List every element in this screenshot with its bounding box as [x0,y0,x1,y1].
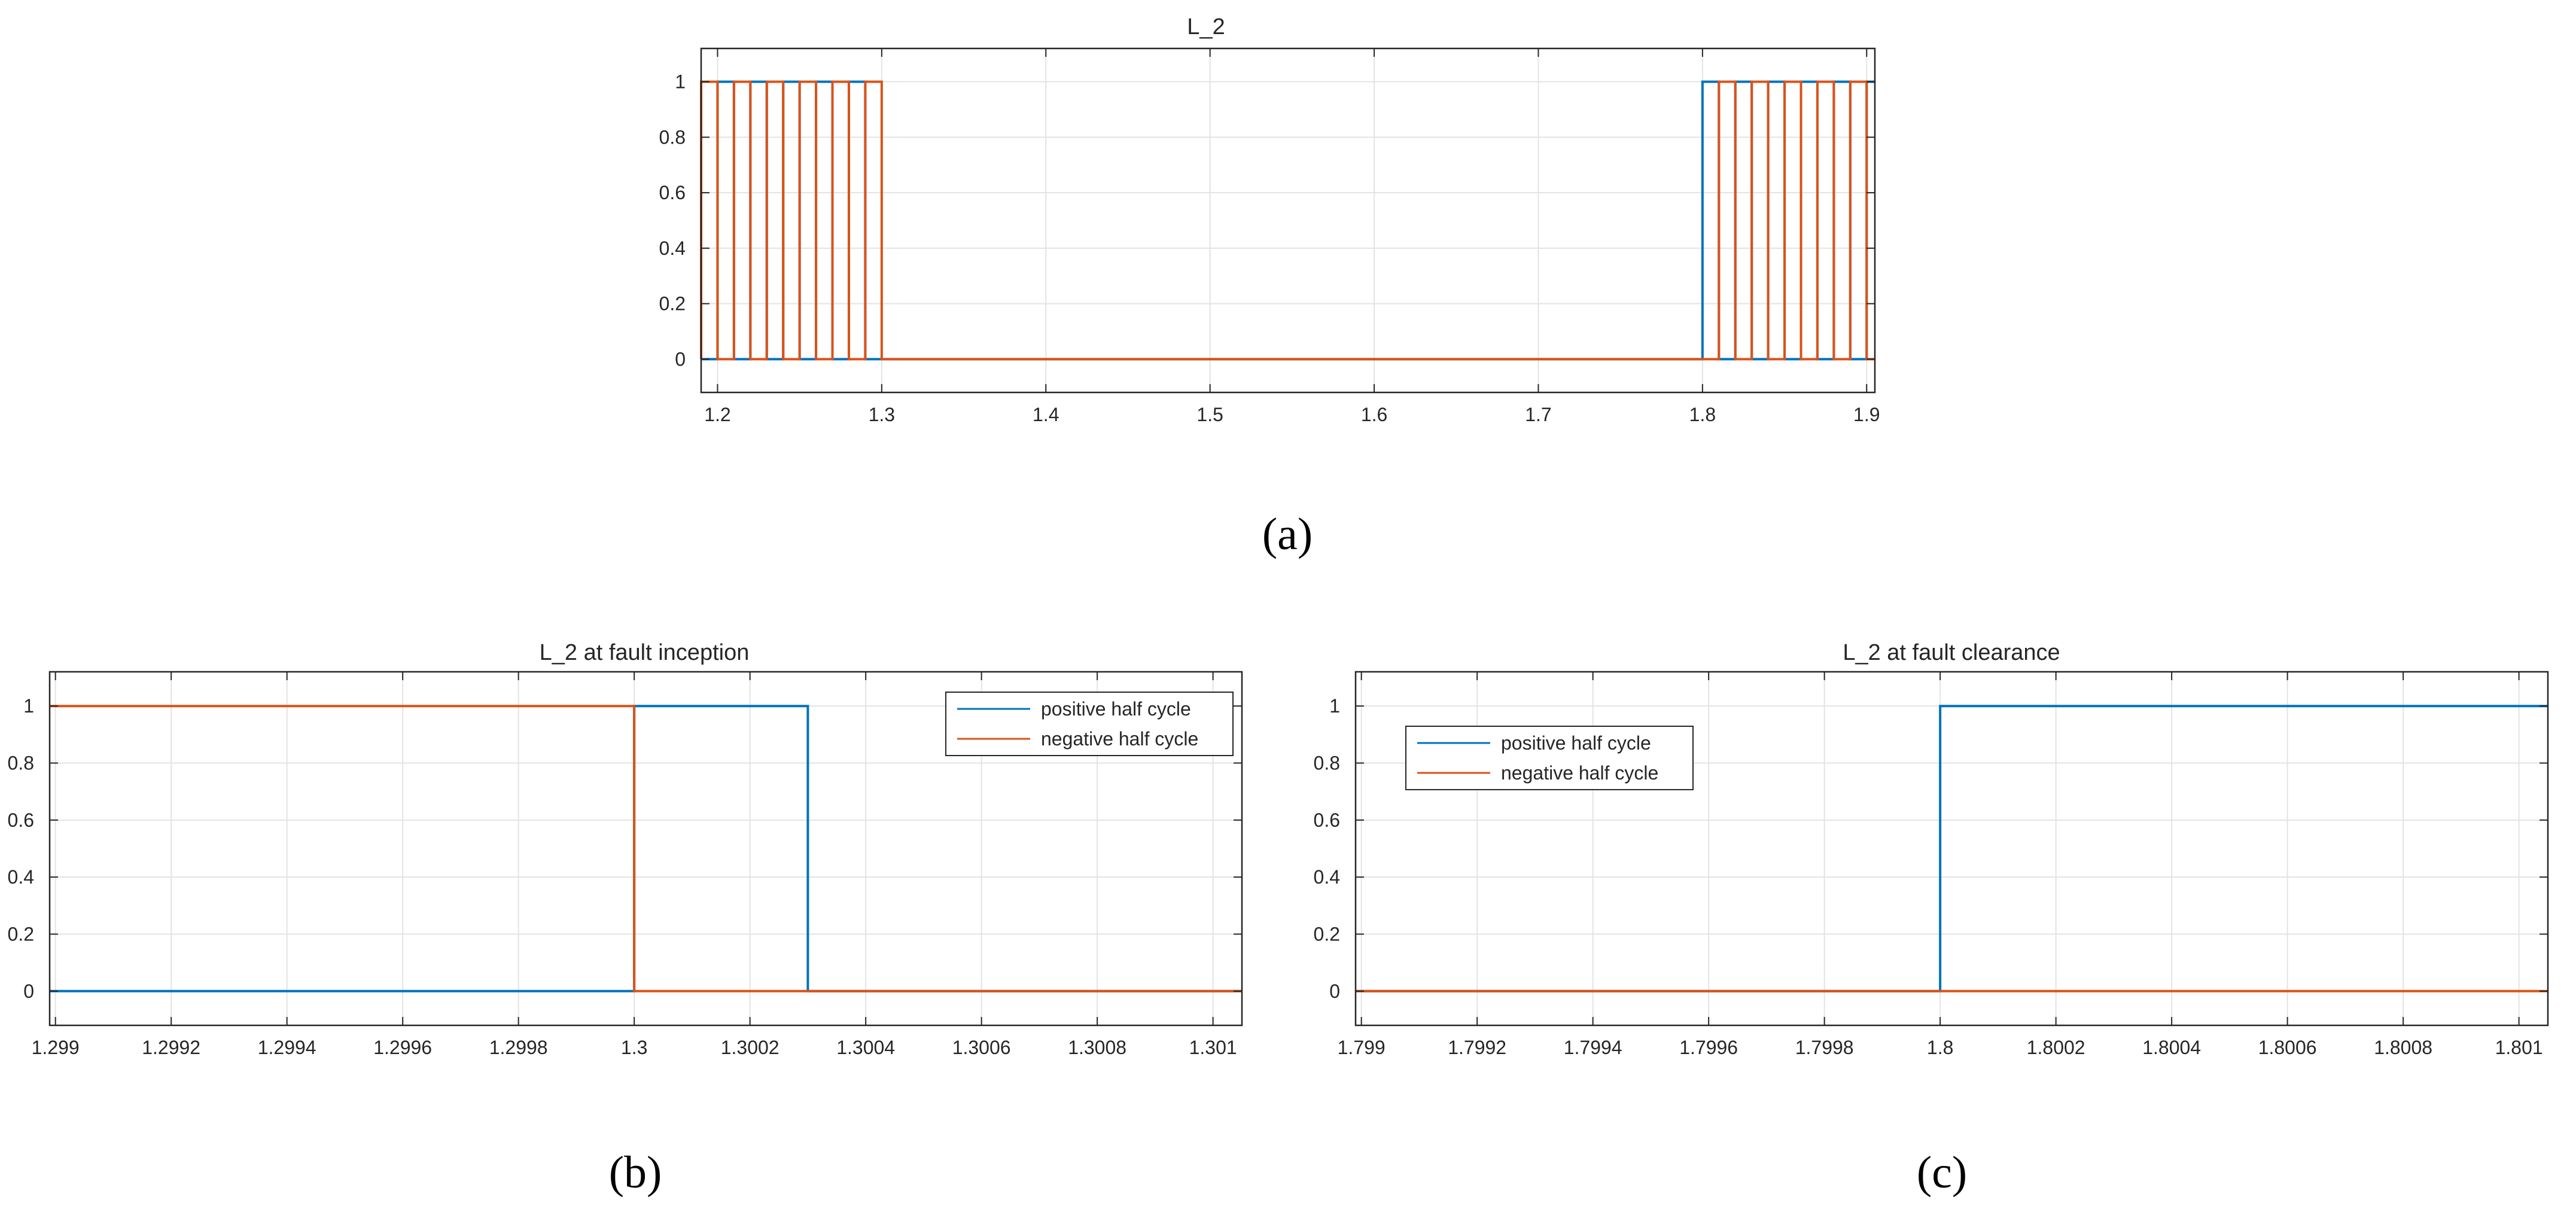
panel-b-xtick-label: 1.3006 [952,1037,1011,1058]
panel-c-axes-box [1354,671,2549,1027]
panel-a-ytick-label: 0.2 [659,293,686,315]
panel-b-grid [50,672,1242,1025]
panel-b-ytick-label: 0.2 [8,923,34,945]
panel-a-ytick-label: 0.4 [659,237,686,259]
panel-b-ytick-label: 0 [23,980,34,1002]
panel-a-ytick-label: 0 [675,348,686,370]
panel-a-ytick-label: 0.6 [659,182,686,203]
panel-c-caption: (c) [1917,1147,1967,1198]
panel-b-xtick-label: 1.299 [32,1037,80,1058]
panel-b-xtick-label: 1.3 [621,1037,647,1058]
panel-b-ytick-label: 0.4 [8,866,34,888]
panel-c-xtick-label: 1.7992 [1448,1037,1506,1058]
panel-c-ytick-label: 0.4 [1314,866,1340,888]
panel-a-xtick-label: 1.9 [1853,404,1880,425]
panel-c-legend-box [1405,726,1694,790]
panel-b-series-negative [50,705,1242,992]
panel-a-xtick-label: 1.3 [869,404,895,425]
panel-b-xtick-label: 1.3004 [836,1037,895,1058]
panel-c-xtick-label: 1.8002 [2027,1037,2085,1058]
panel-c-legend: positive half cycle negative half cycle [1405,726,1694,790]
panel-b-xtick-label: 1.301 [1189,1037,1237,1058]
panel-b-xtick-label: 1.2998 [489,1037,548,1058]
panel-a-caption: (a) [1262,509,1313,559]
panel-c-ytick-label: 0 [1329,980,1340,1002]
panel-b-xtick-label: 1.3002 [721,1037,780,1058]
panel-b: L_2 at fault inception 1.299 1.2992 1.2994… [8,640,1243,1198]
panel-a-series [700,80,1875,361]
panel-b-legend-box [945,692,1234,756]
panel-b-series [50,705,1242,992]
panel-c-ytick-label: 0.8 [1314,753,1340,774]
panel-c-legend-positive-label: positive half cycle [1501,732,1651,754]
panel-a-ytick-label: 1 [675,71,686,93]
panel-b-axes-box [48,671,1243,1027]
panel-b-ticks: 1.299 1.2992 1.2994 1.2996 1.2998 1.3 1.3002 1.… [8,672,1242,1058]
panel-c-xtick-label: 1.8008 [2374,1037,2432,1058]
panel-a-xtick-label: 1.6 [1361,404,1387,425]
panel-a: L_2 1.2 1.3 1.4 1.5 1.6 1.7 1.8 1.9 0 0.2 0.4 0.6 0.… [659,14,1880,559]
panel-a-xtick-label: 1.7 [1525,404,1551,425]
panel-b-xtick-label: 1.2994 [258,1037,316,1058]
panel-c-ytick-label: 0.6 [1314,809,1340,831]
panel-c-legend-negative-label: negative half cycle [1501,762,1658,784]
panel-b-ytick-label: 1 [23,695,34,717]
panel-c-title: L_2 at fault clearance [1843,640,2060,665]
panel-b-xtick-label: 1.2996 [373,1037,432,1058]
panel-c-series [1356,705,2548,992]
panel-a-ytick-label: 0.8 [659,126,686,148]
panel-b-ytick-label: 0.8 [8,753,34,774]
panel-a-xtick-label: 1.5 [1196,404,1223,425]
panel-b-legend: positive half cycle negative half cycle [945,692,1234,756]
panel-c-xtick-label: 1.7994 [1564,1037,1622,1058]
panel-c: L_2 at fault clearance 1.799 1.7992 1.7994… [1314,640,2549,1198]
panel-c-xtick-label: 1.8 [1927,1037,1953,1058]
panel-c-ticks: 1.799 1.7992 1.7994 1.7996 1.7998 1.8 1.8002 1.… [1314,672,2548,1058]
panel-a-xtick-label: 1.8 [1689,404,1716,425]
panel-a-ticks: 1.2 1.3 1.4 1.5 1.6 1.7 1.8 1.9 0 0.2 0.4 0.6 0.8 1 [659,48,1880,425]
panel-b-legend-positive-label: positive half cycle [1041,698,1191,720]
panel-c-xtick-label: 1.801 [2495,1037,2543,1058]
panel-c-xtick-label: 1.799 [1338,1037,1386,1058]
panel-c-ytick-label: 0.2 [1314,923,1340,945]
panel-c-xtick-label: 1.8006 [2258,1037,2317,1058]
panel-c-xtick-label: 1.7998 [1795,1037,1854,1058]
panel-b-title: L_2 at fault inception [540,640,750,665]
panel-b-caption: (b) [609,1147,662,1198]
panel-b-xtick-label: 1.3008 [1068,1037,1126,1058]
panel-b-legend-negative-label: negative half cycle [1041,728,1198,750]
panel-a-axes-box [700,47,1876,394]
panel-a-series-negative [700,80,1875,361]
panel-c-ytick-label: 1 [1329,695,1340,717]
panel-a-xtick-label: 1.4 [1033,404,1059,425]
panel-a-xtick-label: 1.2 [704,404,730,425]
panel-a-title: L_2 [1187,14,1225,39]
panel-c-xtick-label: 1.7996 [1679,1037,1738,1058]
panel-b-ytick-label: 0.6 [8,809,34,831]
panel-b-xtick-label: 1.2992 [142,1037,200,1058]
panel-c-xtick-label: 1.8004 [2142,1037,2201,1058]
